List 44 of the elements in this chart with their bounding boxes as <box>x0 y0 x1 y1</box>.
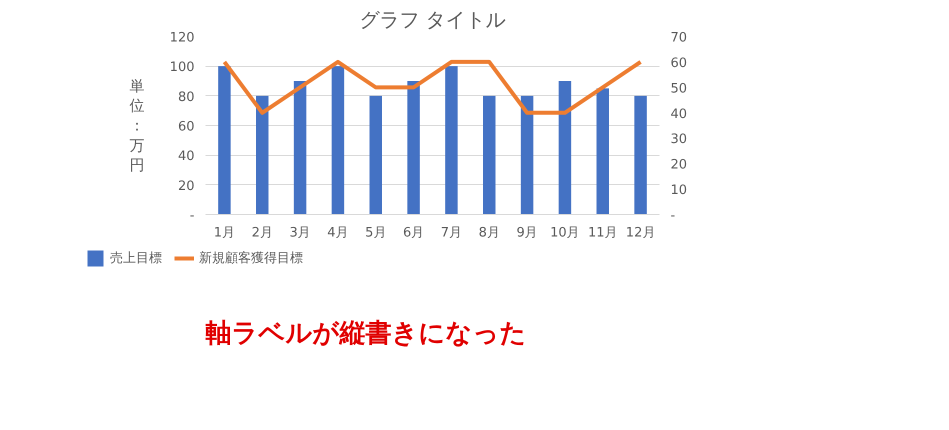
bar <box>294 81 306 214</box>
bar <box>407 81 420 214</box>
text: 軸ラベルが縦書きになった <box>206 318 526 348</box>
y2-tick-label: 50 <box>670 81 688 96</box>
y2-tick-label: 10 <box>670 183 688 198</box>
bar <box>520 96 534 214</box>
y-tick-label: 60 <box>178 120 195 134</box>
y2-tick-label: 40 <box>670 106 688 122</box>
x-tick-label: 4月 <box>327 226 349 240</box>
y-axis-title: 単位：万円 <box>130 76 145 174</box>
legend-label: 新規顧客獲得目標 <box>199 250 303 267</box>
y2-tick-label: 60 <box>670 56 688 71</box>
x-tick-label: 5月 <box>365 226 386 240</box>
x-tick-label: 9月 <box>516 226 538 240</box>
bar <box>634 96 647 214</box>
y-tick-label: 120 <box>170 30 195 46</box>
bar <box>558 81 572 214</box>
bar <box>445 66 458 214</box>
x-tick-label: 2月 <box>252 226 273 240</box>
bar <box>332 66 344 214</box>
x-tick-label: 10月 <box>550 226 580 240</box>
bar <box>370 96 382 214</box>
y2-tick-label: 30 <box>670 132 688 148</box>
x-tick-label: 6月 <box>402 226 424 240</box>
y-tick-label: - <box>190 208 195 224</box>
y-tick-label: 40 <box>178 149 195 164</box>
x-tick-label: 8月 <box>478 226 500 240</box>
bar <box>218 66 231 214</box>
bar <box>256 96 268 214</box>
y2-tick-label: 20 <box>670 158 688 173</box>
y2-tick-label: 70 <box>670 30 688 46</box>
x-tick-label: 1月 <box>214 226 236 240</box>
bar <box>596 88 609 214</box>
x-tick-label: 12月 <box>626 226 656 240</box>
chart-title: グラフ タイトル <box>359 8 506 32</box>
legend-label: 売上目標 <box>110 250 162 267</box>
y2-tick-label: - <box>670 208 676 224</box>
y-tick-label: 20 <box>178 178 195 194</box>
x-tick-label: 11月 <box>588 226 618 240</box>
y-tick-label: 100 <box>170 60 195 76</box>
y-tick-label: 80 <box>178 90 195 105</box>
x-tick-label: 3月 <box>289 226 311 240</box>
bar <box>483 96 496 214</box>
x-tick-label: 7月 <box>440 226 462 240</box>
